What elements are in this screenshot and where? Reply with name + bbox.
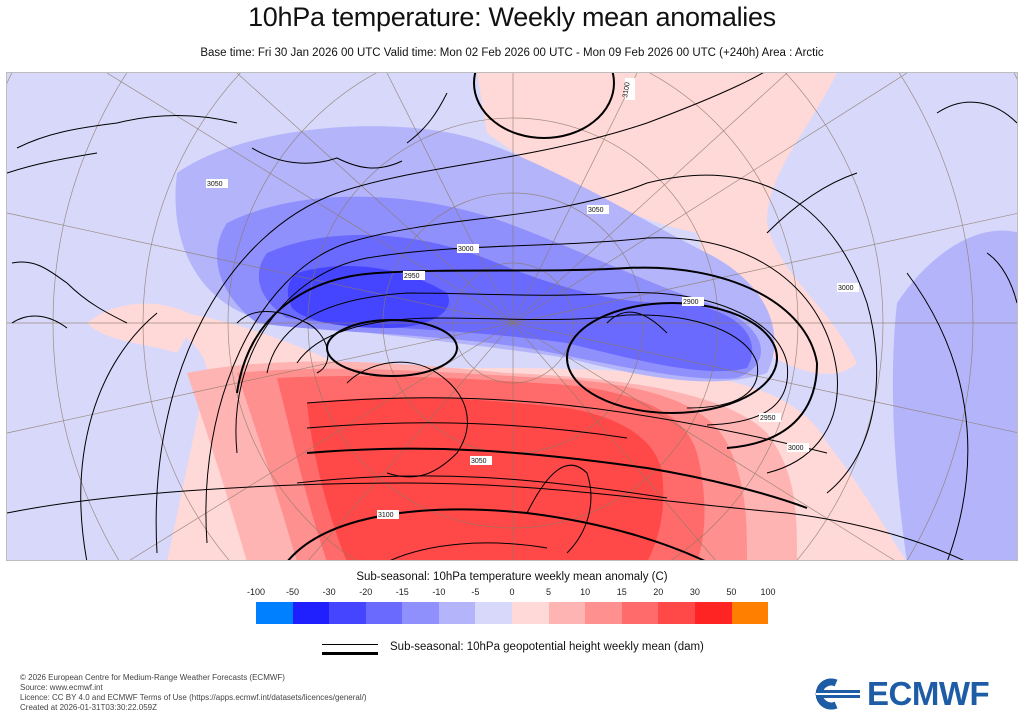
tick-label: -5 xyxy=(471,587,480,597)
contour-labels: 3050 3000 2950 3100 2900 3000 2950 3000 … xyxy=(206,78,859,519)
svg-text:2950: 2950 xyxy=(404,273,420,280)
tick-label: 0 xyxy=(509,587,515,597)
tick-label: 5 xyxy=(546,587,552,597)
colorbar-tick-labels: -100 -50 -30 -20 -15 -10 -5 0 5 10 15 20… xyxy=(247,587,776,599)
svg-text:3050: 3050 xyxy=(588,207,604,214)
colorbar-swatch xyxy=(292,602,330,624)
copyright-text: © 2026 European Centre for Medium-Range … xyxy=(20,673,285,682)
colorbar-swatch xyxy=(329,602,366,624)
colorbar-swatch xyxy=(475,602,513,624)
colorbar-swatch xyxy=(365,602,403,624)
licence-text: Licence: CC BY 4.0 and ECMWF Terms of Us… xyxy=(20,693,367,702)
tick-label: -10 xyxy=(432,587,446,597)
tick-label: 100 xyxy=(760,587,776,597)
tick-label: 20 xyxy=(653,587,664,597)
coastlines xyxy=(7,92,1017,554)
tick-label: -20 xyxy=(359,587,373,597)
svg-text:3000: 3000 xyxy=(788,445,804,452)
svg-text:2900: 2900 xyxy=(683,299,699,306)
colorbar-swatch xyxy=(621,602,659,624)
svg-text:3050: 3050 xyxy=(207,181,223,188)
tick-label: -50 xyxy=(286,587,300,597)
contour-line-legend: Sub-seasonal: 10hPa geopotential height … xyxy=(322,640,704,660)
source-text: Source: www.ecmwf.int xyxy=(20,683,103,692)
svg-text:3000: 3000 xyxy=(838,285,854,292)
arctic-anomaly-map: 3050 3000 2950 3100 2900 3000 2950 3000 … xyxy=(6,72,1018,561)
svg-text:3100: 3100 xyxy=(622,82,632,99)
svg-text:2950: 2950 xyxy=(760,415,776,422)
created-text: Created at 2026-01-31T03:30:22.059Z xyxy=(20,703,157,712)
tick-label: 10 xyxy=(580,587,591,597)
colorbar-swatch xyxy=(585,602,622,624)
colorbar-swatch xyxy=(658,602,695,624)
geopotential-contours xyxy=(7,73,969,560)
colorbar-swatch xyxy=(731,602,769,624)
anomaly-legend-title: Sub-seasonal: 10hPa temperature weekly m… xyxy=(356,571,668,583)
svg-text:3000: 3000 xyxy=(458,246,474,253)
footer-credits: © 2026 European Centre for Medium-Range … xyxy=(20,673,367,713)
cold-anomaly-region xyxy=(175,126,1017,560)
page-title: 10hPa temperature: Weekly mean anomalies xyxy=(248,2,776,32)
contour-line-sample-icon xyxy=(322,644,378,655)
svg-text:3100: 3100 xyxy=(378,512,394,519)
tick-label: 15 xyxy=(616,587,627,597)
tick-label: -15 xyxy=(395,587,409,597)
tick-label: -30 xyxy=(322,587,336,597)
contour-legend-label: Sub-seasonal: 10hPa geopotential height … xyxy=(390,641,704,653)
svg-text:3050: 3050 xyxy=(471,458,487,465)
colorbar-swatch xyxy=(256,602,293,624)
ecmwf-emblem-icon xyxy=(815,678,860,710)
colorbar-swatch xyxy=(438,602,476,624)
colorbar-swatch xyxy=(694,602,732,624)
colorbar-swatch xyxy=(402,602,439,624)
tick-label: 30 xyxy=(689,587,700,597)
ecmwf-wordmark: ECMWF xyxy=(867,675,990,712)
colorbar-swatch xyxy=(512,602,549,624)
page-subtitle: Base time: Fri 30 Jan 2026 00 UTC Valid … xyxy=(200,47,824,59)
anomaly-colorbar xyxy=(256,602,769,624)
tick-label: -100 xyxy=(246,587,266,597)
ecmwf-logo: ECMWF xyxy=(813,676,1013,712)
tick-label: 50 xyxy=(726,587,737,597)
colorbar-swatch xyxy=(548,602,586,624)
